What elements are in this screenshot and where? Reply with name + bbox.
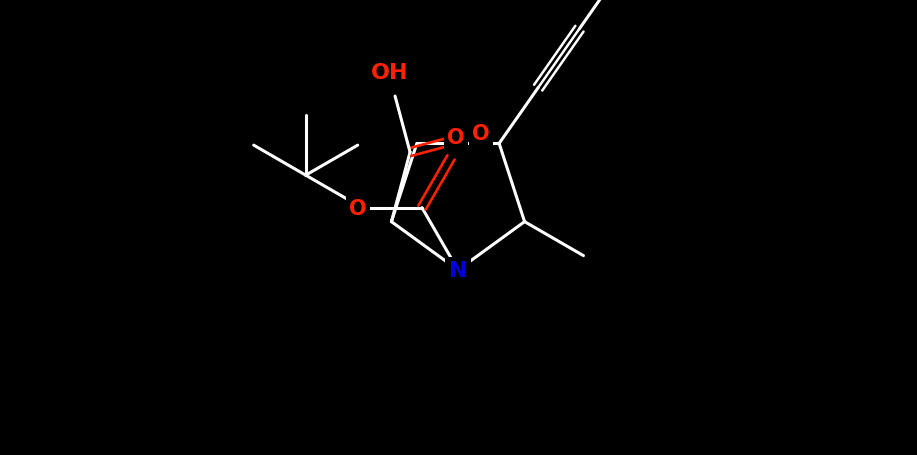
Text: N: N bbox=[448, 260, 468, 280]
Text: O: O bbox=[349, 198, 367, 218]
Text: O: O bbox=[472, 124, 490, 143]
Text: OH: OH bbox=[371, 63, 409, 83]
Text: O: O bbox=[447, 128, 465, 148]
